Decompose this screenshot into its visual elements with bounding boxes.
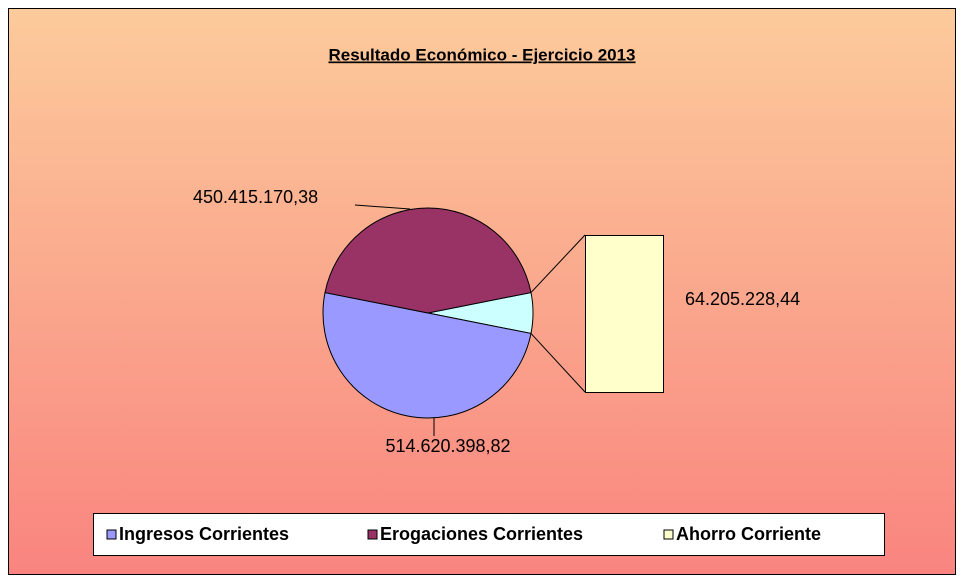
leader-line [354,204,411,210]
pie-slice [322,291,532,419]
legend-label: Erogaciones Corrientes [380,524,583,544]
data-label: 450.415.170,38 [193,187,318,207]
connector [530,234,586,293]
legend-label: Ahorro Corriente [676,524,821,544]
legend-marker [367,529,378,540]
data-label: 64.205.228,44 [685,289,800,309]
pie-slice [324,207,532,314]
bar-of-pie [585,235,664,393]
data-label: 514.620.398,82 [385,436,510,456]
legend [93,513,885,556]
legend-marker [106,529,117,540]
connector [530,333,586,393]
legend-marker [663,529,674,540]
chart-title: Resultado Económico - Ejercicio 2013 [328,45,635,64]
legend-label: Ingresos Corrientes [119,524,289,544]
